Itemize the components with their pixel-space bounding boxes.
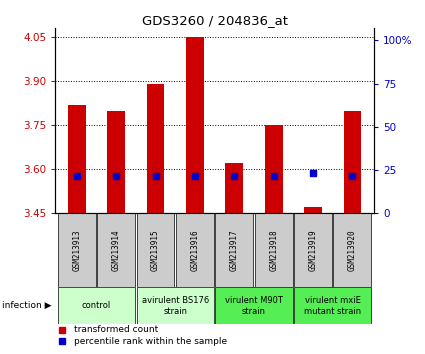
Bar bbox=[176, 213, 214, 287]
Text: control: control bbox=[82, 301, 111, 310]
Bar bbox=[137, 213, 175, 287]
Bar bbox=[97, 213, 135, 287]
Text: percentile rank within the sample: percentile rank within the sample bbox=[74, 337, 227, 346]
Bar bbox=[58, 287, 135, 324]
Bar bbox=[265, 125, 283, 213]
Bar bbox=[343, 110, 361, 213]
Text: GSM213913: GSM213913 bbox=[72, 229, 82, 271]
Bar bbox=[294, 287, 371, 324]
Bar bbox=[68, 105, 86, 213]
Bar bbox=[225, 164, 243, 213]
Text: GSM213919: GSM213919 bbox=[309, 229, 317, 271]
Bar bbox=[215, 213, 253, 287]
Text: GSM213920: GSM213920 bbox=[348, 229, 357, 271]
Text: virulent mxiE
mutant strain: virulent mxiE mutant strain bbox=[304, 296, 361, 315]
Text: GSM213917: GSM213917 bbox=[230, 229, 239, 271]
Bar bbox=[294, 213, 332, 287]
Bar bbox=[304, 207, 322, 213]
Bar bbox=[186, 37, 204, 213]
Bar bbox=[334, 213, 371, 287]
Bar bbox=[147, 84, 164, 213]
Text: transformed count: transformed count bbox=[74, 325, 159, 335]
Text: GSM213918: GSM213918 bbox=[269, 229, 278, 271]
Bar bbox=[137, 287, 214, 324]
Bar bbox=[215, 287, 292, 324]
Bar bbox=[58, 213, 96, 287]
Text: GSM213916: GSM213916 bbox=[190, 229, 199, 271]
Text: avirulent BS176
strain: avirulent BS176 strain bbox=[142, 296, 209, 315]
Bar bbox=[255, 213, 292, 287]
Text: GSM213914: GSM213914 bbox=[112, 229, 121, 271]
Text: virulent M90T
strain: virulent M90T strain bbox=[225, 296, 283, 315]
Title: GDS3260 / 204836_at: GDS3260 / 204836_at bbox=[142, 14, 288, 27]
Text: infection ▶: infection ▶ bbox=[2, 301, 51, 310]
Bar bbox=[108, 110, 125, 213]
Text: GSM213915: GSM213915 bbox=[151, 229, 160, 271]
